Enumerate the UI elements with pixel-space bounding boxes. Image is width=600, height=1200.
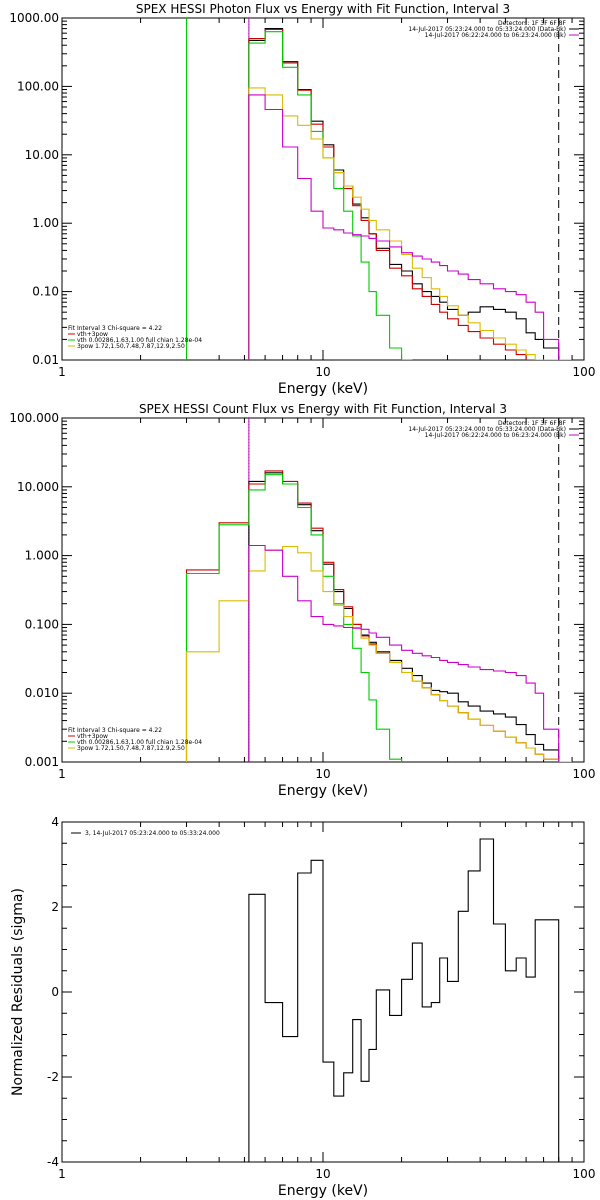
- chart-1: SPEX HESSI Photon Flux vs Energy with Fi…: [9, 2, 595, 397]
- y-tick-label: 1000.00: [9, 11, 59, 25]
- info-text: 14-Jul-2017 05:23:24.000 to 05:33:24.000…: [408, 426, 566, 433]
- chart-3: 1 10 100 Energy (keV) 4 2 0 -2 -4 Normalized Resi…: [10, 815, 595, 1199]
- info-text: 14-Jul-2017 05:23:24.000 to 05:33:24.000…: [408, 26, 566, 33]
- series-line-3: [185, 474, 403, 762]
- fit-legend-text: 3pow 1.72,1.50,7.48,7.87,12.9,2.50: [77, 343, 185, 350]
- series-group: [185, 470, 573, 762]
- y-tick-label: 1.00: [32, 216, 59, 230]
- fit-legend-text: vth+3pow: [77, 331, 108, 338]
- series-line-1: [248, 472, 560, 762]
- fit-legend-text: vth 0.00286,1.63,1.00 full chian 1.28e-0…: [77, 337, 202, 344]
- y-tick-label: 0.100: [25, 617, 59, 631]
- y-tick-label: 0.10: [32, 285, 59, 299]
- y-tick-label: 1.000: [25, 549, 59, 563]
- y-tick-label: -4: [47, 1155, 59, 1169]
- x-tick-label: 1: [58, 1167, 66, 1181]
- y-tick-label: 0.01: [32, 353, 59, 367]
- y-tick-label: -2: [47, 1070, 59, 1084]
- x-axis-label: Energy (keV): [278, 783, 368, 799]
- info-text: 14-Jul-2017 06:22:24.000 to 06:23:24.000…: [425, 432, 566, 439]
- y-tick-label: 10.000: [17, 480, 59, 494]
- x-axis-label: Energy (keV): [278, 381, 368, 397]
- x-tick-label: 100: [573, 767, 596, 781]
- x-tick-label: 10: [315, 1167, 330, 1181]
- y-tick-label: 0.010: [25, 686, 59, 700]
- series-line-5: [248, 544, 560, 762]
- info-text: Detectors: 1F 3F 6F 8F: [498, 20, 567, 27]
- info-text: 14-Jul-2017 06:22:24.000 to 06:23:24.000…: [425, 32, 566, 39]
- series-line-5: [248, 94, 560, 360]
- x-axis-label: Energy (keV): [278, 1183, 368, 1199]
- chart-2: SPEX HESSI Count Flux vs Energy with Fit…: [9, 402, 595, 799]
- y-tick-label: 4: [51, 815, 59, 829]
- fit-legend-text: Fit Interval 3 Chi-square = 4.22: [68, 727, 162, 734]
- series-line-2: [185, 470, 560, 762]
- series-line-1: [248, 28, 560, 360]
- legend-text: 3, 14-Jul-2017 05:23:24.000 to 05:33:24.…: [85, 830, 220, 837]
- y-tick-label: 0.001: [25, 755, 59, 769]
- fit-legend-text: 3pow 1.72,1.50,7.48,7.87,12.9,2.50: [77, 745, 185, 752]
- y-tick-label: 10.00: [25, 148, 59, 162]
- x-tick-label: 100: [573, 365, 596, 379]
- axis-frame: [61, 17, 585, 361]
- fit-legend-text: Fit Interval 3 Chi-square = 4.22: [68, 325, 162, 332]
- y-tick-label: 2: [51, 900, 59, 914]
- x-tick-label: 100: [573, 1167, 596, 1181]
- x-tick-label: 10: [315, 365, 330, 379]
- series-line-1: [248, 838, 560, 1162]
- x-tick-label: 1: [58, 365, 66, 379]
- series-line-2: [248, 28, 559, 360]
- x-tick-label: 10: [315, 767, 330, 781]
- chart-title: SPEX HESSI Count Flux vs Energy with Fit…: [139, 402, 507, 416]
- y-tick-label: 100.00: [17, 79, 59, 93]
- y-axis-label: Normalized Residuals (sigma): [10, 888, 26, 1096]
- fit-legend-text: vth+3pow: [77, 733, 108, 740]
- info-text: Detectors: 1F 3F 6F 8F: [498, 420, 567, 427]
- y-tick-label: 0: [51, 985, 59, 999]
- fit-legend-text: vth 0.00286,1.63,1.00 full chian 1.28e-0…: [77, 739, 202, 746]
- series-group: [248, 838, 560, 1162]
- chart-title: SPEX HESSI Photon Flux vs Energy with Fi…: [136, 2, 510, 16]
- y-tick-label: 100.000: [9, 411, 59, 425]
- series-line-4: [185, 546, 573, 762]
- x-tick-label: 1: [58, 767, 66, 781]
- series-line-3: [248, 31, 413, 360]
- series-group: [248, 28, 572, 360]
